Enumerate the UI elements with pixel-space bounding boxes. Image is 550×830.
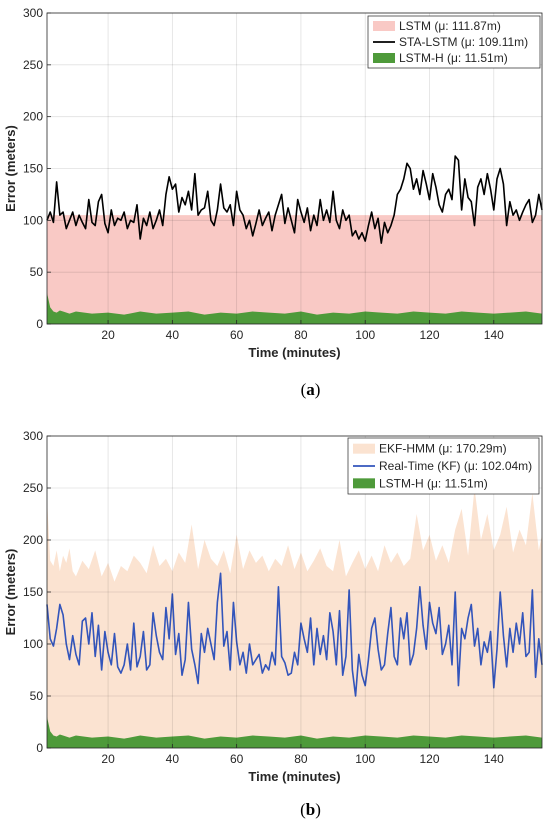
x-tick-label: 140 [484,328,504,342]
legend-swatch [353,443,375,454]
legend-swatch [373,21,395,31]
y-axis-label: Error (meters) [3,549,18,636]
y-tick-label: 150 [23,585,43,599]
x-tick-label: 80 [294,328,308,342]
x-tick-label: 120 [419,328,439,342]
legend: LSTM (μ: 111.87m) STA-LSTM (μ: 109.11m) LS… [367,15,541,69]
caption-part: a [306,380,315,399]
legend-entry: Real-Time (KF) (μ: 102.04m) [379,459,532,473]
panel-b: 0 50 100 150 200 250 300 20 40 60 80 100 120 140 Time … [3,429,543,819]
x-axis-label: Time (minutes) [248,769,340,784]
legend-entry: LSTM-H (μ: 11.51m) [379,476,488,490]
y-tick-label: 200 [23,110,43,124]
panel-a: 0 50 100 150 200 250 300 20 40 60 80 100 120 140 Time … [3,6,543,399]
caption-part: ( [300,800,306,819]
area-series-0 [47,215,542,324]
x-tick-label: 120 [419,752,439,766]
x-tick-label: 20 [101,328,115,342]
legend-swatch [353,478,375,489]
legend-swatch [373,53,395,63]
legend: EKF-HMM (μ: 170.29m) Real-Time (KF) (μ: 1… [347,437,540,495]
legend-entry: LSTM-H (μ: 11.51m) [399,51,508,65]
x-tick-label: 140 [484,752,504,766]
legend-box [347,437,540,495]
x-tick-label: 100 [355,752,375,766]
x-tick-label: 100 [355,328,375,342]
x-tick-label: 80 [294,752,308,766]
legend-entry: EKF-HMM (μ: 170.29m) [379,442,507,456]
legend-entry: LSTM (μ: 111.87m) [399,19,501,33]
y-tick-label: 200 [23,533,43,547]
x-tick-label: 40 [166,328,180,342]
area-series-0 [47,488,542,748]
y-tick-label: 250 [23,58,43,72]
y-tick-label: 0 [36,317,43,331]
y-tick-label: 50 [30,265,44,279]
y-tick-label: 300 [23,6,43,20]
caption-part: ) [315,380,321,399]
line-series-1 [46,572,543,697]
x-tick-label: 60 [230,752,244,766]
line-series-1 [46,155,543,244]
x-tick-label: 40 [166,752,180,766]
caption-part: ( [301,380,307,399]
area-series-2 [47,292,542,324]
y-tick-label: 150 [23,162,43,176]
y-tick-label: 250 [23,481,43,495]
legend-box [367,15,541,69]
y-tick-label: 0 [36,741,43,755]
panel-caption: (a) [301,380,321,399]
x-axis-label: Time (minutes) [248,345,340,360]
y-tick-label: 50 [30,689,44,703]
area-series-2 [47,716,542,748]
y-tick-label: 100 [23,213,43,227]
legend-entry: STA-LSTM (μ: 109.11m) [399,35,528,49]
caption-part: b [306,800,315,819]
y-tick-label: 100 [23,637,43,651]
caption-part: ) [315,800,321,819]
panel-caption: (b) [300,800,321,819]
y-tick-label: 300 [23,429,43,443]
x-tick-label: 20 [101,752,115,766]
y-axis-label: Error (meters) [3,125,18,212]
x-tick-label: 60 [230,328,244,342]
